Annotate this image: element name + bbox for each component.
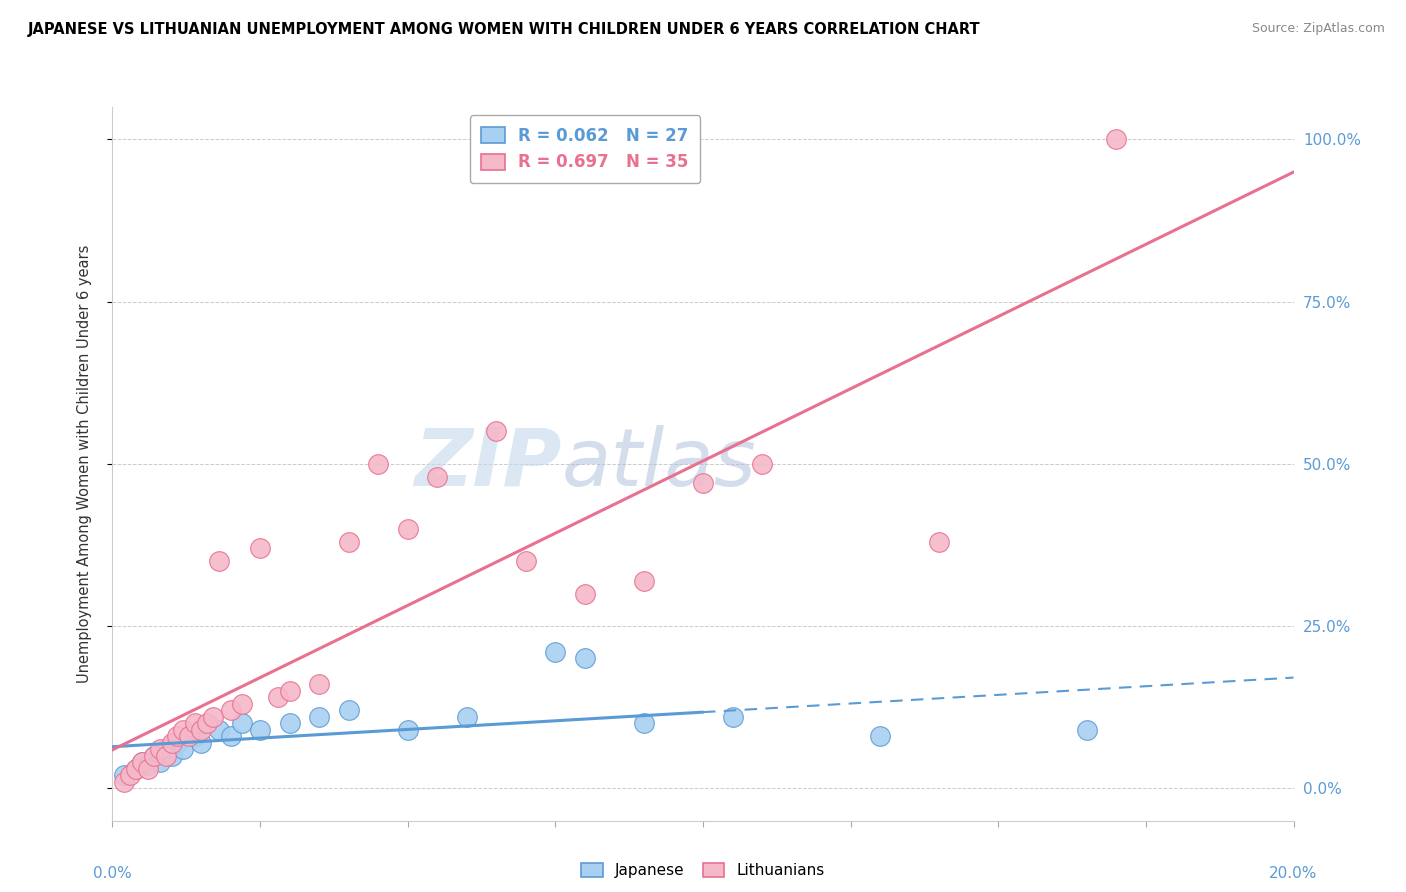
Point (184, 716, 207, 731)
Point (190, 736, 212, 750)
Point (172, 723, 194, 737)
Point (278, 684, 301, 698)
Point (112, 774, 135, 789)
Point (149, 742, 172, 756)
Point (751, 457, 773, 471)
Point (396, 522, 419, 536)
Text: Source: ZipAtlas.com: Source: ZipAtlas.com (1251, 22, 1385, 36)
Point (160, 736, 183, 750)
Point (125, 762, 148, 776)
Point (633, 574, 655, 588)
Point (160, 748, 183, 763)
Point (166, 736, 188, 750)
Point (195, 716, 218, 731)
Point (337, 703, 360, 717)
Point (515, 554, 537, 568)
Point (184, 729, 207, 743)
Point (155, 748, 177, 763)
Point (136, 758, 159, 772)
Y-axis label: Unemployment Among Women with Children Under 6 years: Unemployment Among Women with Children U… (77, 244, 91, 683)
Point (1076, 723, 1098, 737)
Point (337, 534, 360, 549)
Point (278, 716, 301, 731)
Point (190, 723, 212, 737)
Point (633, 716, 655, 731)
Point (131, 756, 153, 770)
Point (692, 476, 714, 491)
Point (308, 677, 330, 691)
Point (721, 710, 744, 724)
Point (426, 470, 449, 484)
Point (142, 748, 165, 763)
Text: atlas: atlas (561, 425, 756, 503)
Point (869, 729, 891, 743)
Point (249, 541, 271, 556)
Point (208, 554, 231, 568)
Point (219, 729, 242, 743)
Point (201, 710, 224, 724)
Point (574, 651, 596, 665)
Point (149, 756, 172, 770)
Text: 0.0%: 0.0% (93, 866, 132, 881)
Point (125, 762, 148, 776)
Point (544, 645, 567, 659)
Point (120, 768, 142, 782)
Point (155, 742, 177, 756)
Point (308, 710, 330, 724)
Point (131, 756, 153, 770)
Point (249, 723, 271, 737)
Point (142, 748, 165, 763)
Point (396, 723, 419, 737)
Point (136, 762, 159, 776)
Point (179, 729, 201, 743)
Point (485, 425, 508, 439)
Point (112, 768, 135, 782)
Text: ZIP: ZIP (413, 425, 561, 503)
Point (231, 716, 253, 731)
Legend: Japanese, Lithuanians: Japanese, Lithuanians (575, 856, 831, 884)
Point (367, 457, 389, 471)
Text: 20.0%: 20.0% (1270, 866, 1317, 881)
Point (574, 586, 596, 600)
Point (928, 534, 950, 549)
Text: JAPANESE VS LITHUANIAN UNEMPLOYMENT AMONG WOMEN WITH CHILDREN UNDER 6 YEARS CORR: JAPANESE VS LITHUANIAN UNEMPLOYMENT AMON… (28, 22, 981, 37)
Point (208, 723, 231, 737)
Point (456, 710, 478, 724)
Point (1105, 132, 1128, 146)
Point (166, 729, 188, 743)
Point (267, 690, 290, 705)
Point (172, 742, 194, 756)
Point (219, 703, 242, 717)
Point (231, 697, 253, 711)
